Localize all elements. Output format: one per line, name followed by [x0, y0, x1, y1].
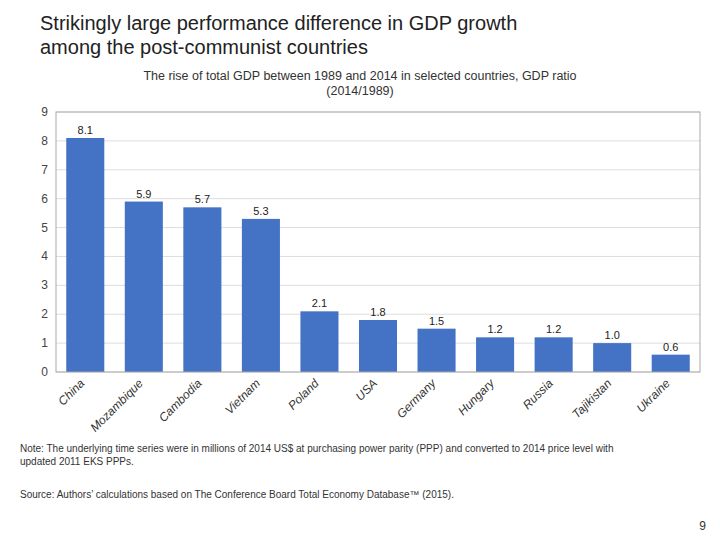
data-label: 5.7	[195, 193, 210, 205]
y-tick-label: 1	[41, 336, 48, 350]
x-tick-label: Russia	[520, 376, 556, 412]
plot-frame	[56, 112, 700, 372]
note: Note: The underlying time series were in…	[20, 443, 613, 454]
y-tick-label: 0	[41, 365, 48, 379]
y-tick-label: 4	[41, 249, 48, 263]
x-tick-label: USA	[353, 376, 380, 403]
x-tick-label: China	[55, 376, 87, 408]
title: among the post-communist countries	[40, 36, 368, 58]
bars	[66, 138, 690, 372]
y-tick-label: 6	[41, 192, 48, 206]
page: {"chart_data": { "type": "bar", "title":…	[0, 0, 720, 540]
grid-line	[56, 140, 700, 141]
bar	[535, 337, 573, 372]
grid-line	[56, 198, 700, 199]
data-label: 1.5	[429, 315, 444, 327]
data-label: 2.1	[312, 297, 327, 309]
bar	[300, 311, 338, 372]
data-label: 1.2	[487, 323, 502, 335]
subtitle: (2014/1989)	[326, 84, 393, 98]
x-tick-label: Ukraine	[634, 376, 673, 415]
x-tick-label: Cambodia	[156, 376, 205, 425]
page-number: 9	[699, 519, 706, 533]
x-tick-label: Germany	[394, 376, 440, 422]
chart: Strikingly large performance difference …	[0, 0, 720, 540]
data-label: 5.3	[253, 205, 268, 217]
y-tick-label: 2	[41, 307, 48, 321]
data-label: 5.9	[136, 188, 151, 200]
data-label: 8.1	[78, 124, 93, 136]
grid	[56, 112, 700, 372]
note: updated 2011 EKS PPPs.	[20, 456, 134, 467]
bar	[125, 202, 163, 372]
bar	[593, 343, 631, 372]
bar	[418, 329, 456, 372]
bar	[183, 207, 221, 372]
title: Strikingly large performance difference …	[40, 12, 517, 34]
source: Source: Authors’ calculations based on T…	[20, 489, 454, 500]
data-label: 1.8	[370, 306, 385, 318]
y-tick-label: 5	[41, 221, 48, 235]
y-tick-label: 8	[41, 134, 48, 148]
background	[0, 0, 720, 540]
subtitle: The rise of total GDP between 1989 and 2…	[143, 69, 576, 83]
bar	[66, 138, 104, 372]
y-tick-label: 3	[41, 278, 48, 292]
bar	[476, 337, 514, 372]
x-tick-label: Vietnam	[222, 376, 263, 417]
x-tick-label: Hungary	[455, 376, 498, 419]
bar	[242, 219, 280, 372]
y-tick-label: 7	[41, 163, 48, 177]
data-label: 1.0	[605, 329, 620, 341]
y-tick-label: 9	[41, 105, 48, 119]
x-tick-label: Poland	[285, 376, 322, 413]
x-tick-label: Tajikistan	[569, 376, 614, 421]
bar	[359, 320, 397, 372]
data-label: 0.6	[663, 341, 678, 353]
grid-line	[56, 169, 700, 170]
data-label: 1.2	[546, 323, 561, 335]
x-tick-label: Mozambique	[87, 376, 146, 435]
bar	[652, 355, 690, 372]
